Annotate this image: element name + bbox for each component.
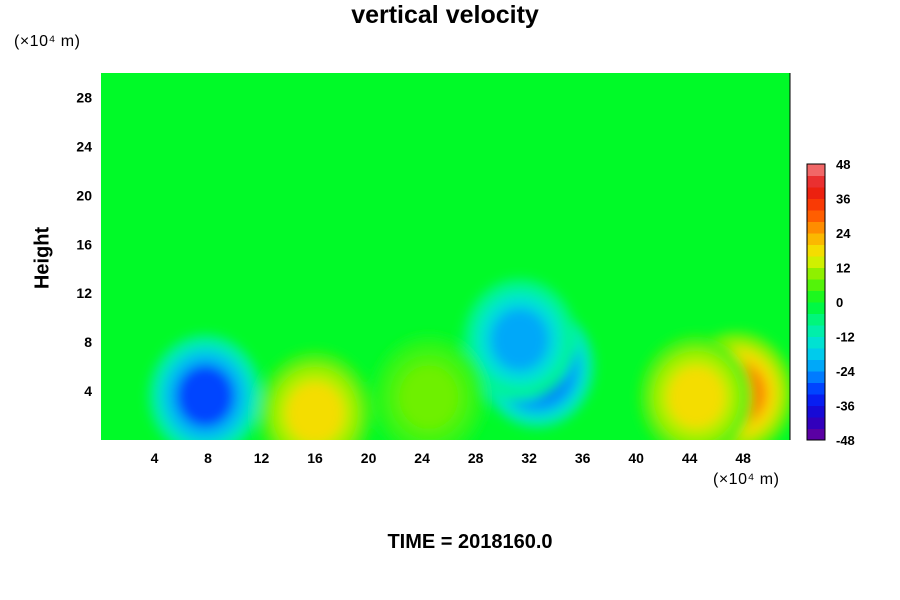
colorbar-segment bbox=[807, 394, 825, 406]
colorbar-tick-label: 36 bbox=[836, 192, 850, 207]
x-tick-label: 48 bbox=[735, 450, 751, 466]
x-tick-label: 24 bbox=[414, 450, 430, 466]
y-tick-label: 16 bbox=[76, 236, 92, 252]
colorbar-tick-label: 0 bbox=[836, 295, 843, 310]
colorbar-tick-label: -24 bbox=[836, 364, 856, 379]
y-tick-label: 4 bbox=[84, 383, 92, 399]
colorbar-segment bbox=[807, 175, 825, 188]
y-tick-label: 8 bbox=[84, 334, 92, 350]
field-feature-updraft bbox=[285, 381, 345, 440]
colorbar-segment bbox=[807, 187, 825, 199]
colorbar-segment bbox=[807, 405, 825, 418]
colorbar: 48 36 24 12 0 -12 -24 -36 -48 bbox=[806, 157, 856, 448]
colorbar-segment bbox=[807, 279, 825, 291]
colorbar-segment bbox=[807, 371, 825, 383]
colorbar-segment bbox=[807, 210, 825, 222]
colorbar-segment bbox=[807, 290, 825, 303]
x-axis-unit: (×10⁴ m) bbox=[713, 471, 780, 488]
colorbar-segment bbox=[807, 198, 825, 211]
x-tick-label: 20 bbox=[361, 450, 377, 466]
time-label: TIME = 2018160.0 bbox=[387, 531, 553, 553]
x-tick-label: 12 bbox=[254, 450, 270, 466]
colorbar-frame bbox=[806, 163, 826, 441]
colorbar-tick-label: 12 bbox=[836, 261, 850, 276]
colorbar-segment bbox=[807, 325, 825, 337]
colorbar-segment bbox=[807, 359, 825, 372]
x-tick-label: 28 bbox=[468, 450, 484, 466]
y-tick-label: 24 bbox=[76, 138, 92, 154]
x-tick-label: 4 bbox=[151, 450, 159, 466]
y-tick-label: 28 bbox=[76, 89, 92, 105]
colorbar-segment bbox=[807, 382, 825, 395]
colorbar-segment bbox=[807, 256, 825, 268]
field-feature-downdraft bbox=[175, 364, 235, 428]
colorbar-segment bbox=[807, 417, 825, 429]
field-feature-updraft bbox=[399, 365, 459, 429]
colorbar-segment bbox=[807, 313, 825, 326]
heatmap-field bbox=[101, 73, 790, 440]
x-tick-label: 16 bbox=[307, 450, 323, 466]
colorbar-segment bbox=[807, 348, 825, 360]
colorbar-segment bbox=[807, 221, 825, 234]
field-feature-updraft bbox=[666, 365, 726, 429]
colorbar-segment bbox=[807, 336, 825, 349]
colorbar-segment bbox=[807, 428, 825, 441]
y-tick-label: 12 bbox=[76, 285, 92, 301]
y-tick-label: 20 bbox=[76, 187, 92, 203]
colorbar-tick-label: -48 bbox=[836, 433, 855, 448]
x-tick-label: 44 bbox=[682, 450, 698, 466]
colorbar-segment bbox=[807, 164, 825, 176]
colorbar-segment bbox=[807, 302, 825, 314]
colorbar-tick-label: -36 bbox=[836, 399, 855, 414]
colorbar-tick-label: 24 bbox=[836, 226, 851, 241]
chart-title: vertical velocity bbox=[351, 1, 539, 29]
field-feature-downdraft bbox=[490, 307, 550, 372]
colorbar-tick-label: 48 bbox=[836, 157, 850, 172]
x-tick-label: 32 bbox=[521, 450, 537, 466]
x-tick-label: 36 bbox=[575, 450, 591, 466]
colorbar-tick-label: -12 bbox=[836, 330, 855, 345]
colorbar-segment bbox=[807, 267, 825, 280]
colorbar-segment bbox=[807, 244, 825, 257]
colorbar-segment bbox=[807, 233, 825, 245]
x-tick-label: 40 bbox=[628, 450, 644, 466]
x-tick-label: 8 bbox=[204, 450, 212, 466]
y-axis-unit: (×10⁴ m) bbox=[14, 33, 81, 50]
